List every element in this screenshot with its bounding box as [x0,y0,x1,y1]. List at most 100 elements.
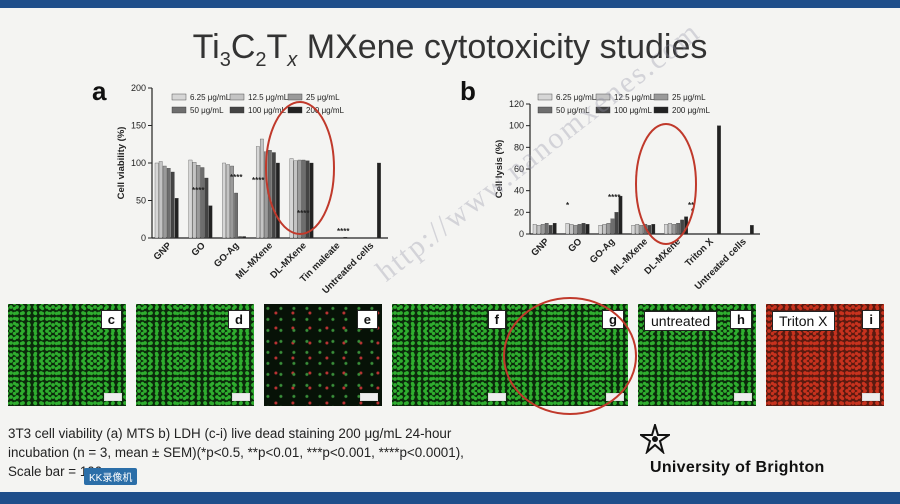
legend-label: 25 μg/mL [306,93,340,102]
micrograph-c: c [8,304,126,406]
x-tick-label: GNP [152,240,175,263]
bar [618,195,623,235]
y-tick-label: 100 [509,121,524,131]
bar [343,237,348,239]
legend-swatch [229,93,245,101]
bar [651,224,656,235]
significance-marker: **** [337,227,350,236]
micrograph-label: h [730,310,752,329]
bar [188,159,193,239]
figure-caption: 3T3 cell viability (a) MTS b) LDH (c-i) … [8,424,628,481]
significance-marker: **** [230,173,243,182]
bar [305,160,310,239]
recorder-tag: KK录像机 [84,468,138,485]
micrograph-h: untreated h [638,304,756,406]
bar [242,236,246,239]
significance-marker: **** [192,186,205,195]
highlight-circle-g [503,297,637,415]
y-tick-label: 120 [509,99,524,109]
y-tick-label: 50 [136,196,146,206]
bar [668,223,672,235]
legend-swatch [229,106,245,114]
bar [602,224,607,235]
bar [255,146,260,239]
caption-line-2: incubation (n = 3, mean ± SEM)(*p<0.5, *… [8,445,464,460]
x-tick-label: GO [566,236,584,254]
bar [289,158,294,239]
x-tick-label: DL-MXene [642,236,683,277]
x-tick-label: GO-Ag [212,240,242,270]
bar [581,223,586,235]
micrograph-label: d [228,310,250,329]
bar [540,224,545,235]
micrograph-label: e [356,310,378,329]
y-tick-label: 100 [131,158,146,168]
bar [639,225,644,235]
bar [234,192,238,239]
bar [170,171,175,239]
bar [377,162,381,239]
legend-swatch [287,93,303,101]
y-axis-label: Cell viability (%) [116,127,127,200]
micrograph-label: i [862,310,880,329]
bar [548,225,553,235]
legend-swatch [653,93,669,101]
scale-bar [606,393,624,401]
significance-marker: * [566,201,570,210]
panel-label-a: a [92,76,107,106]
legend-swatch [171,93,187,101]
bar [635,224,640,235]
legend-swatch [171,106,187,114]
bar [158,161,163,239]
highlight-circle-mxene-lysis [635,123,697,245]
bar [200,167,205,239]
legend-swatch [595,106,611,114]
micrograph-e: e [264,304,382,406]
legend-label: 25 μg/mL [672,93,706,102]
bar [577,224,582,235]
legend-label: 12.5 μg/mL [614,93,655,102]
bar [263,151,268,239]
y-tick-label: 20 [514,207,524,217]
bar [552,223,557,235]
x-tick-label: GNP [529,236,552,259]
bar [297,159,302,239]
bar [259,138,264,239]
legend-label: 12.5 μg/mL [248,93,289,102]
legend-swatch [537,106,553,114]
significance-marker: **** [297,209,310,218]
bar [238,236,242,239]
bar [610,218,615,235]
x-tick-label: Triton X [683,236,716,269]
bar [569,224,574,235]
y-tick-label: 0 [519,229,524,239]
bar [196,165,201,239]
bar [275,162,280,239]
micrograph-g: g [510,304,628,406]
legend-label: 200 μg/mL [672,106,711,115]
micrograph-condition: Triton X [772,311,835,331]
bar [676,223,680,235]
scale-bar [360,393,378,401]
bar [672,224,676,235]
legend-swatch [653,106,669,114]
y-axis-label: Cell lysis (%) [494,140,505,199]
bar [293,160,298,239]
cell-viability-chart: 0 50 100 150 200 Cell viability (%) GNP GO GO-Ag… [116,83,388,296]
scale-bar [104,393,122,401]
bar [614,212,619,235]
significance-marker: **** [252,176,265,185]
bar [544,223,549,235]
bar [204,177,209,239]
bar [230,165,234,239]
university-name: University of Brighton [650,459,825,476]
bar [585,224,590,235]
bar [606,223,611,235]
scale-bar [734,393,752,401]
top-accent-bar [0,0,900,8]
scale-bar [232,393,250,401]
bar [749,225,754,235]
significance-marker: **** [608,193,621,202]
micrograph-label: f [487,310,506,329]
bar [166,168,171,239]
